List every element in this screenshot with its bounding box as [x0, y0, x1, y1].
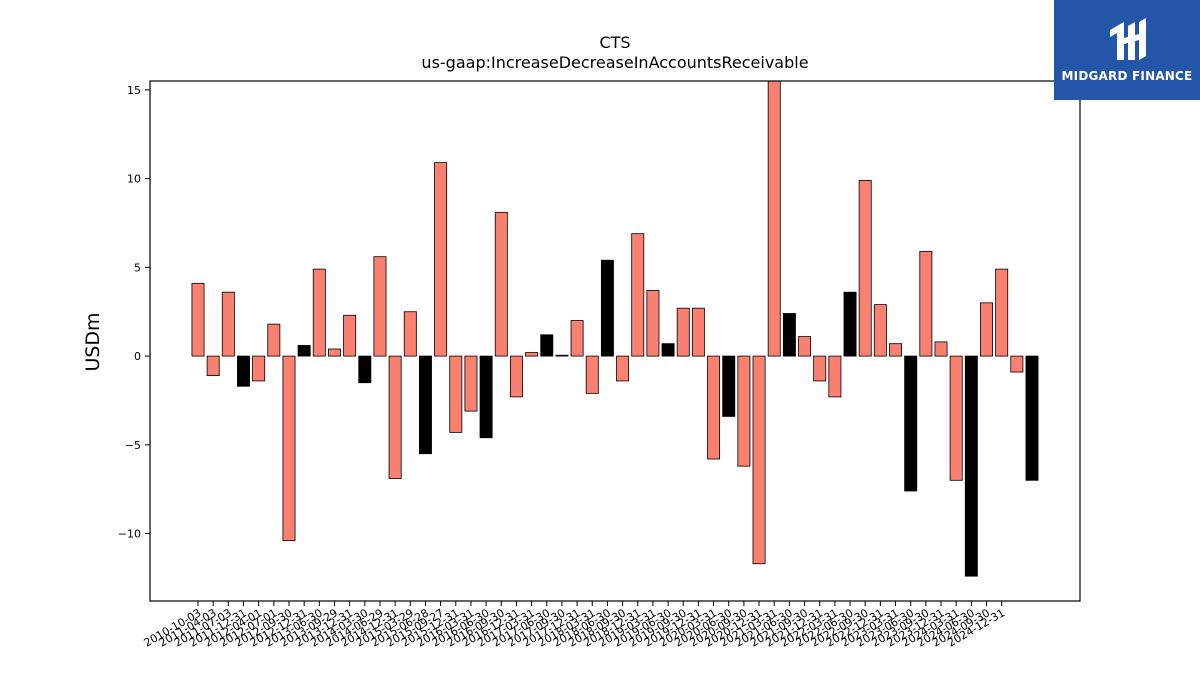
x-axis: 2010-10-032011-04-032011-07-032011-12-31… [142, 601, 1007, 650]
bar [600, 259, 614, 357]
y-tick-label: −5 [125, 439, 141, 452]
chart-title: CTS [599, 33, 630, 52]
y-tick-label: 10 [127, 173, 141, 186]
bar [479, 355, 493, 439]
bar [585, 355, 599, 394]
y-axis-label: USDm [82, 312, 104, 371]
bar [525, 352, 539, 357]
bar [949, 355, 963, 481]
bar [464, 355, 478, 412]
bar [358, 355, 372, 384]
bar [328, 348, 341, 357]
bar [964, 355, 978, 577]
bar [691, 307, 705, 357]
bar [373, 256, 387, 357]
bar [767, 80, 781, 357]
logo-text: MIDGARD FINANCE [1061, 69, 1193, 83]
bar [343, 314, 357, 357]
bar [782, 313, 796, 357]
bar [646, 290, 660, 357]
bar [221, 291, 235, 357]
bar [540, 334, 554, 357]
bar [843, 291, 857, 357]
y-tick-label: 15 [127, 84, 141, 97]
bar [237, 355, 250, 387]
bar [403, 311, 417, 357]
bar [889, 343, 902, 357]
midgard-finance-logo: MIDGARD FINANCE [1054, 0, 1200, 100]
bar [707, 355, 721, 460]
logo-mark-icon [1110, 18, 1146, 60]
bar [858, 179, 872, 357]
y-tick-label: 5 [134, 261, 141, 274]
plot-frame [149, 80, 1081, 602]
bar [418, 355, 432, 455]
y-tick-label: 0 [134, 350, 141, 363]
bar [570, 320, 584, 357]
bar [449, 355, 463, 433]
bar [904, 355, 918, 492]
bar [828, 355, 842, 398]
bar [191, 282, 205, 357]
bar [206, 355, 220, 377]
bar [737, 355, 751, 467]
bar [752, 355, 766, 565]
chart-subtitle: us-gaap:IncreaseDecreaseInAccountsReceiv… [421, 53, 808, 72]
bar [494, 211, 508, 357]
bar [980, 302, 993, 357]
bar [631, 233, 645, 357]
bar [661, 343, 675, 357]
bar [919, 250, 933, 357]
y-tick-label: −10 [118, 528, 141, 541]
bar [813, 355, 827, 382]
bar [995, 268, 1009, 357]
bar [676, 307, 690, 357]
y-axis: −10 −5 0 5 10 15 [118, 84, 150, 541]
bar [1010, 355, 1024, 373]
bar [722, 355, 736, 417]
bars-layer [191, 80, 1039, 577]
bar [873, 304, 887, 357]
bar [297, 345, 311, 357]
bar [312, 268, 326, 357]
bar [267, 323, 281, 357]
bar [798, 336, 812, 357]
bar [934, 341, 948, 357]
bar [252, 355, 266, 382]
bar [282, 355, 296, 542]
bar [509, 355, 523, 398]
bar [434, 162, 448, 357]
bar [555, 354, 569, 357]
bar [616, 355, 630, 382]
bar [1025, 355, 1039, 481]
bar [388, 355, 402, 479]
